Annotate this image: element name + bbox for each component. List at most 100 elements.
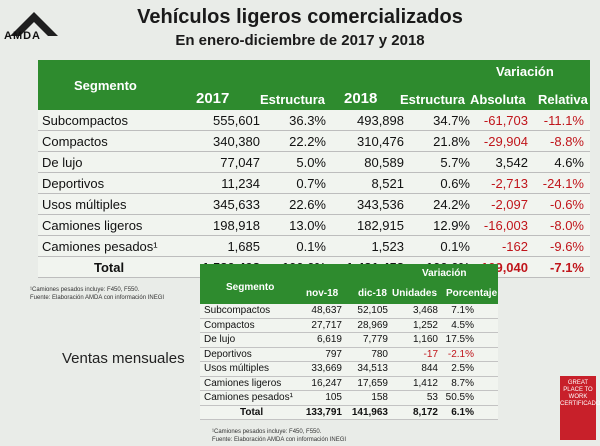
m-header-dic: dic-18 <box>358 288 387 299</box>
header-estructura-2017: Estructura <box>260 92 326 107</box>
annual-estructura-2018: 0.1% <box>440 239 470 254</box>
monthly-seg: Camiones pesados¹ <box>204 392 293 403</box>
monthly-dic: 158 <box>371 392 388 403</box>
annual-absoluta: 3,542 <box>495 155 528 170</box>
monthly-seg: Usos múltiples <box>204 363 270 374</box>
monthly-seg: Subcompactos <box>204 305 271 316</box>
header-relativa: Relativa <box>538 92 588 107</box>
monthly-nov: 105 <box>325 392 342 403</box>
annual-row: Compactos 340,380 22.2% 310,476 21.8% -29,904… <box>38 131 590 152</box>
monthly-seg: Deportivos <box>204 348 252 360</box>
annual-estructura-2017: 22.2% <box>289 134 326 149</box>
annual-row: Subcompactos 555,601 36.3% 493,898 34.7% -61,… <box>38 110 590 131</box>
monthly-dic: 17,659 <box>357 377 388 389</box>
monthly-nov: 27,717 <box>311 319 342 331</box>
annual-seg: Camiones ligeros <box>42 218 143 233</box>
monthly-nov: 48,637 <box>311 305 342 316</box>
annual-2018: 343,536 <box>357 197 404 212</box>
annual-relativa: -24.1% <box>542 176 584 191</box>
m-total-nov: 133,791 <box>305 406 342 418</box>
annual-row: Usos múltiples 345,633 22.6% 343,536 24.2% -2… <box>38 194 590 215</box>
monthly-unidades: -17 <box>423 348 438 360</box>
great-place-to-work-badge: GREAT PLACE TO WORK CERTIFICADO <box>560 376 600 440</box>
annual-estructura-2018: 5.7% <box>440 155 470 170</box>
monthly-row: Camiones ligeros 16,247 17,659 1,412 8.7% <box>200 376 498 391</box>
annual-estructura-2018: 0.6% <box>440 176 470 191</box>
monthly-note: ¹Camiones pesados incluye: F450, F550. F… <box>212 429 347 443</box>
annual-relativa: -11.1% <box>543 113 584 128</box>
monthly-nov: 33,669 <box>311 363 342 374</box>
header-2018: 2018 <box>344 90 378 107</box>
monthly-seg: Camiones ligeros <box>204 377 282 389</box>
m-header-segmento: Segmento <box>226 282 275 293</box>
annual-estructura-2017: 5.0% <box>296 155 326 170</box>
annual-seg: Usos múltiples <box>42 197 127 212</box>
page-subtitle: En enero-diciembre de 2017 y 2018 <box>175 32 425 49</box>
annual-2018: 80,589 <box>364 155 404 170</box>
annual-2018: 182,915 <box>357 218 404 233</box>
header-absoluta: Absoluta <box>470 92 526 107</box>
mountain-icon <box>10 12 58 36</box>
monthly-dic: 780 <box>371 348 388 360</box>
monthly-table-body: Subcompactos 48,637 52,105 3,468 7.1% Compact… <box>200 304 498 406</box>
annual-estructura-2017: 0.1% <box>296 239 326 254</box>
annual-estructura-2017: 22.6% <box>289 197 326 212</box>
monthly-unidades: 844 <box>421 363 438 374</box>
annual-2018: 310,476 <box>357 134 404 149</box>
annual-2017: 77,047 <box>220 155 260 170</box>
monthly-seg: Compactos <box>204 319 255 331</box>
annual-estructura-2018: 24.2% <box>433 197 470 212</box>
annual-estructura-2017: 36.3% <box>289 113 326 128</box>
annual-estructura-2018: 34.7% <box>433 113 470 128</box>
m-total-dic: 141,963 <box>351 406 388 418</box>
header-segmento: Segmento <box>74 78 137 93</box>
annual-2017: 555,601 <box>213 113 260 128</box>
annual-absoluta: -162 <box>501 239 528 254</box>
annual-row: Camiones ligeros 198,918 13.0% 182,915 12.9%… <box>38 215 590 236</box>
header-estructura-2018: Estructura <box>400 92 466 107</box>
ventas-mensuales-label: Ventas mensuales <box>62 350 185 367</box>
annual-seg: Deportivos <box>42 176 105 191</box>
annual-relativa: -9.6% <box>550 239 584 254</box>
monthly-dic: 52,105 <box>357 305 388 316</box>
total-label: Total <box>94 260 125 275</box>
monthly-nov: 16,247 <box>311 377 342 389</box>
m-header-porcentaje: Porcentaje <box>446 288 498 299</box>
annual-2018: 1,523 <box>371 239 404 254</box>
m-total-label: Total <box>240 406 264 418</box>
annual-estructura-2017: 13.0% <box>289 218 326 233</box>
annual-table-body: Subcompactos 555,601 36.3% 493,898 34.7% -61,… <box>38 110 590 257</box>
annual-absoluta: -29,904 <box>483 134 528 149</box>
annual-seg: Compactos <box>42 134 108 149</box>
annual-row: Deportivos 11,234 0.7% 8,521 0.6% -2,713 -24.1… <box>38 173 590 194</box>
monthly-table-header: Segmento nov-18 dic-18 Variación Unidade… <box>200 264 498 304</box>
monthly-unidades: 1,412 <box>412 377 438 389</box>
m-total-porcentaje: 6.1% <box>451 406 474 418</box>
annual-2018: 493,898 <box>357 113 404 128</box>
monthly-nov: 6,619 <box>316 334 342 345</box>
annual-table-header: Segmento 2017 Estructura 2018 Estructura… <box>38 60 590 110</box>
monthly-nov: 797 <box>325 348 342 360</box>
annual-row: De lujo 77,047 5.0% 80,589 5.7% 3,542 4.6% <box>38 152 590 173</box>
total-relativa: -7.1% <box>550 260 584 275</box>
annual-row: Camiones pesados¹ 1,685 0.1% 1,523 0.1% -162 -… <box>38 236 590 257</box>
page-title: Vehículos ligeros comercializados <box>137 6 463 28</box>
annual-estructura-2017: 0.7% <box>296 176 326 191</box>
annual-2018: 8,521 <box>371 176 404 191</box>
m-total-unidades: 8,172 <box>412 406 438 418</box>
monthly-unidades: 1,160 <box>412 334 438 345</box>
monthly-row: Camiones pesados¹ 105 158 53 50.5% <box>200 391 498 406</box>
annual-relativa: -8.8% <box>550 134 584 149</box>
monthly-unidades: 3,468 <box>412 305 438 316</box>
monthly-table: Segmento nov-18 dic-18 Variación Unidade… <box>200 264 498 420</box>
monthly-dic: 34,513 <box>357 363 388 374</box>
monthly-porcentaje: -2.1% <box>447 348 474 360</box>
annual-absoluta: -16,003 <box>483 218 528 233</box>
annual-2017: 340,380 <box>213 134 260 149</box>
annual-2017: 11,234 <box>221 176 260 191</box>
m-header-variacion: Variación <box>422 268 467 279</box>
annual-relativa: -0.6% <box>550 197 584 212</box>
header-2017: 2017 <box>196 90 230 107</box>
annual-estructura-2018: 12.9% <box>433 218 470 233</box>
monthly-porcentaje: 8.7% <box>451 377 474 389</box>
